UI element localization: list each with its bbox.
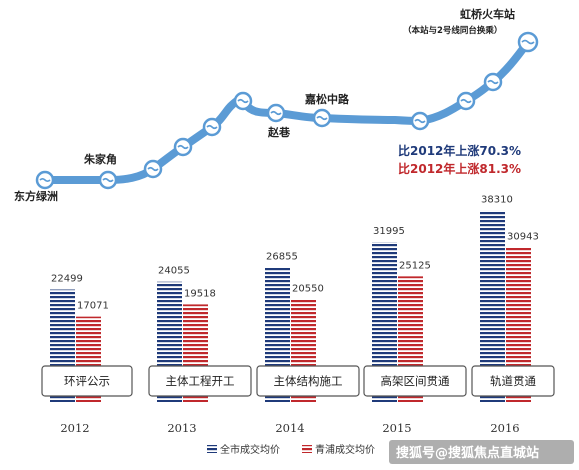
- value-label-all-2016: 38310: [481, 194, 513, 205]
- legend: 全市成交均价 青浦成交均价: [207, 443, 375, 456]
- value-label-qingpu-2016: 30943: [507, 231, 539, 242]
- station-marker-6: [233, 91, 253, 111]
- legend-label-qingpu: 青浦成交均价: [315, 443, 375, 456]
- value-label-all-2013: 24055: [158, 266, 190, 277]
- phase-box-2016: [471, 365, 555, 397]
- station-marker-dongfang: [35, 170, 55, 190]
- station-label-zhaoxiang: 赵巷: [267, 125, 291, 139]
- value-label-all-2012: 22499: [51, 274, 83, 285]
- phase-box-2014: [256, 365, 360, 397]
- value-label-all-2015: 31995: [373, 226, 405, 237]
- value-label-qingpu-2015: 25125: [399, 260, 431, 271]
- station-note-hongqiao: （本站与2号线同台换乘）: [403, 25, 502, 36]
- x-tick-2014: 2014: [275, 421, 304, 435]
- value-label-qingpu-2013: 19518: [184, 288, 216, 299]
- station-marker-11: [483, 72, 503, 92]
- phase-box-2015: [363, 365, 467, 397]
- value-label-qingpu-2014: 20550: [292, 283, 324, 294]
- x-tick-2012: 2012: [60, 421, 89, 435]
- bar-chart: 22499 17071 2012 环评公示 24055 19518 2013 主体工程开工 26…: [41, 194, 555, 435]
- station-marker-zhaoxiang: [266, 103, 286, 123]
- station-marker-zhujiajiao: [98, 170, 118, 190]
- compare-qingpu-text: 比2012年上涨81.3%: [398, 161, 521, 176]
- phase-label-2013: 主体工程开工: [166, 374, 235, 388]
- phase-label-2016: 轨道贯通: [490, 374, 536, 388]
- compare-all-text: 比2012年上涨70.3%: [398, 143, 521, 158]
- station-marker-10: [456, 91, 476, 111]
- x-tick-2016: 2016: [490, 421, 519, 435]
- x-tick-2013: 2013: [167, 421, 196, 435]
- metro-line: [41, 38, 532, 184]
- station-label-jiasong: 嘉松中路: [304, 92, 350, 106]
- phase-box-2013: [148, 365, 252, 397]
- value-label-all-2014: 26855: [266, 252, 298, 263]
- watermark: 搜狐号@搜狐焦点直城站: [389, 440, 574, 464]
- phase-label-2014: 主体结构施工: [274, 374, 343, 388]
- station-marker-3: [143, 159, 163, 179]
- legend-swatch-qingpu: [302, 445, 312, 453]
- phase-label-2015: 高架区间贯通: [381, 374, 450, 388]
- phase-label-2012: 环评公示: [64, 374, 110, 388]
- station-marker-9: [410, 111, 430, 131]
- value-label-qingpu-2012: 17071: [77, 301, 109, 312]
- legend-label-all: 全市成交均价: [220, 443, 280, 456]
- x-tick-2015: 2015: [382, 421, 411, 435]
- station-marker-jiasong: [312, 108, 332, 128]
- legend-swatch-all: [207, 445, 217, 453]
- watermark-text: 搜狐号@搜狐焦点直城站: [396, 445, 539, 461]
- station-label-zhujiajiao: 朱家角: [83, 152, 117, 166]
- station-label-hongqiao: 虹桥火车站: [460, 7, 515, 21]
- metro-map: 东方绿洲 朱家角 赵巷 嘉松中路 虹桥火车站 （本站与2号线同台换乘） 比201…: [14, 7, 539, 203]
- station-marker-5: [202, 117, 222, 137]
- station-marker-hongqiao: [517, 31, 539, 53]
- phase-box-2012: [41, 365, 133, 397]
- station-marker-4: [173, 137, 193, 157]
- station-label-dongfang: 东方绿洲: [14, 189, 58, 203]
